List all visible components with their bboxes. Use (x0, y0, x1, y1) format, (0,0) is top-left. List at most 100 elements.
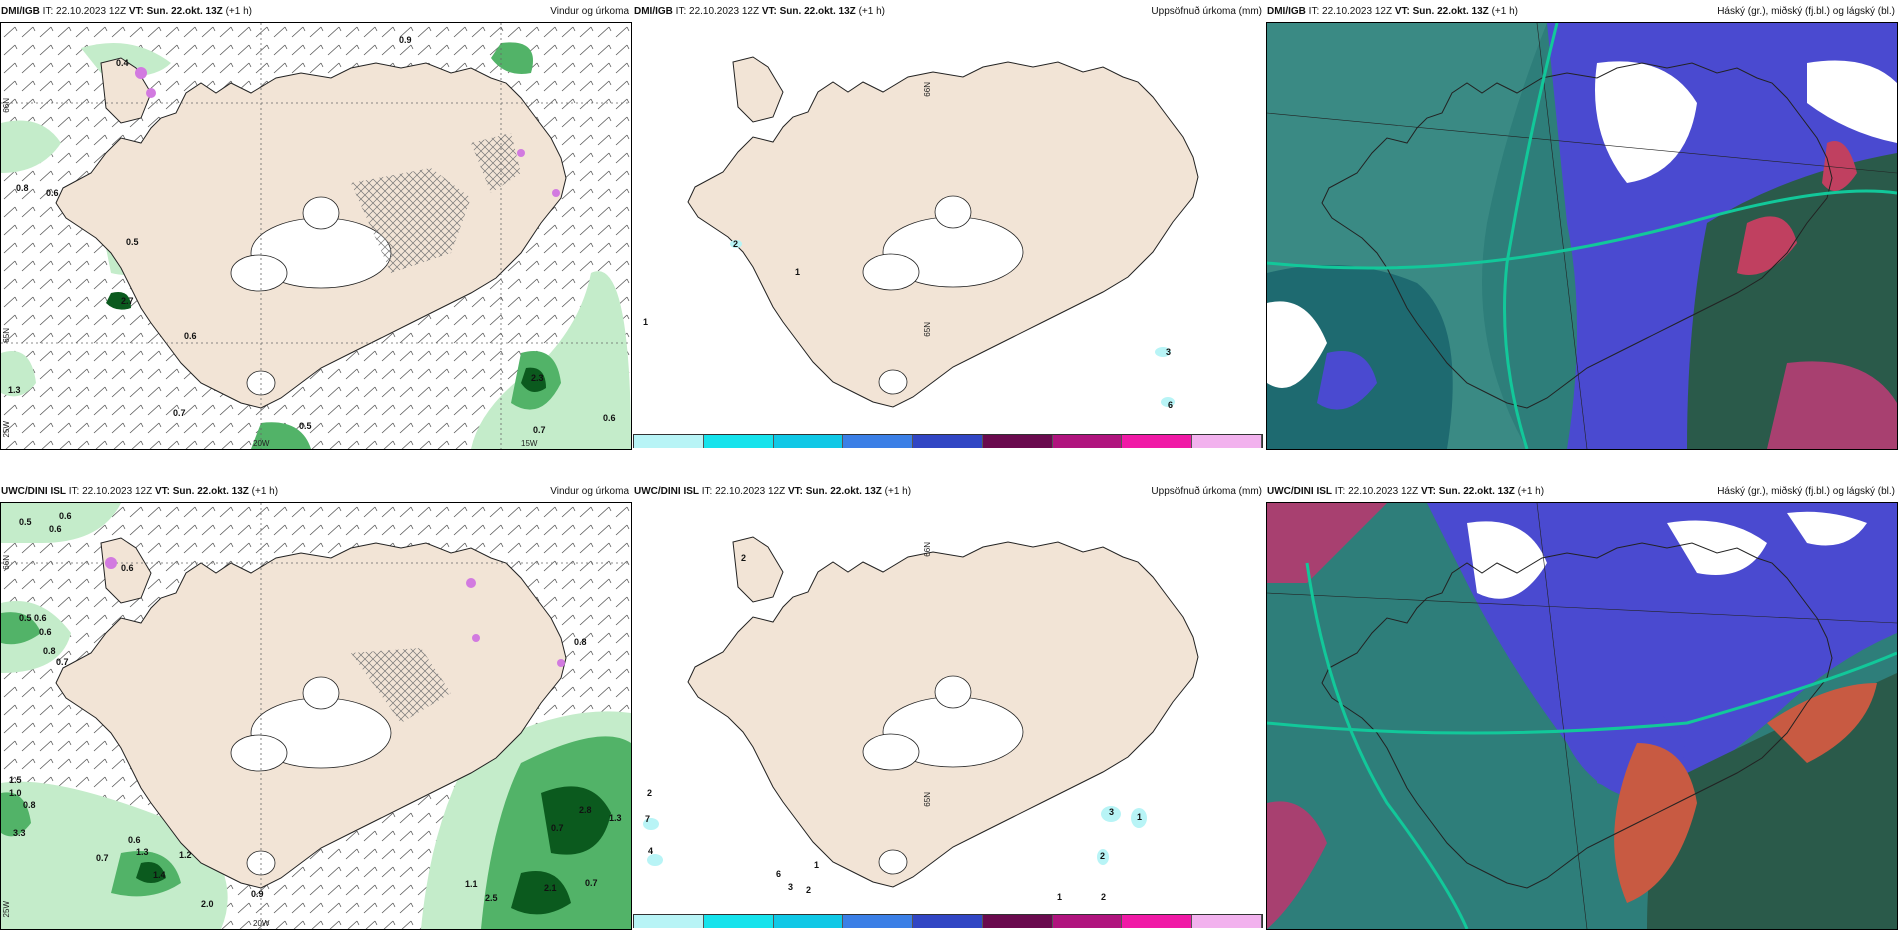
precip-value: 6 (1168, 400, 1174, 410)
precip-value: 2.0 (201, 899, 214, 909)
map-area[interactable]: 0.9 0.4 0.8 0.6 0.5 2.7 0.6 1.3 0.7 0.5 … (0, 22, 632, 450)
precip-value: 1.3 (609, 813, 622, 823)
map-area[interactable] (1266, 22, 1898, 450)
precip-value: 0.6 (184, 331, 197, 341)
map-area[interactable]: 2 1 1 3 6 66N 65N 1 10 25 50 75 100 150 … (633, 22, 1263, 448)
precip-value: 0.6 (121, 563, 134, 573)
colorbar-segment (1122, 915, 1193, 928)
colorbar-segment (1192, 915, 1263, 928)
colorbar (633, 434, 1263, 448)
panel-header: UWC/DINI ISL IT: 22.10.2023 12Z VT: Sun.… (0, 480, 632, 502)
precip-value: 1.4 (153, 870, 166, 880)
colorbar-segment (843, 915, 914, 928)
colorbar-segment (1122, 435, 1193, 448)
lat-label: 65N (923, 792, 932, 807)
precip-value: 0.4 (116, 58, 129, 68)
precip-value: 2 (806, 885, 812, 895)
precip-value: 0.8 (43, 646, 56, 656)
precip-value: 2 (1101, 892, 1107, 902)
colorbar-segment (982, 435, 1053, 448)
init-time: IT: 22.10.2023 12Z (675, 6, 760, 17)
map-area[interactable]: 0.5 0.6 0.6 0.6 0.5 0.6 0.6 0.8 0.7 0.8 … (0, 502, 632, 930)
panel-header: DMI/IGB IT: 22.10.2023 12Z VT: Sun. 22.o… (0, 0, 632, 22)
product-title: Uppsöfnuð úrkoma (mm) (1151, 486, 1262, 497)
lat-label: 66N (2, 555, 11, 570)
product-title: Uppsöfnuð úrkoma (mm) (1151, 6, 1262, 17)
panel-header: DMI/IGB IT: 22.10.2023 12Z VT: Sun. 22.o… (1266, 0, 1898, 22)
precip-value: 0.6 (39, 627, 52, 637)
colorbar-segment (913, 915, 983, 928)
colorbar-segment (634, 435, 704, 448)
colorbar (633, 914, 1263, 928)
precip-value: 2.3 (531, 373, 544, 383)
model-name: DMI/IGB (634, 6, 673, 17)
precip-value: 2.5 (485, 893, 498, 903)
precip-value: 3.3 (13, 828, 26, 838)
precip-value: 0.9 (399, 35, 412, 45)
precip-value: 1.5 (9, 775, 22, 785)
panel-header: UWC/DINI ISL IT: 22.10.2023 12Z VT: Sun.… (1266, 480, 1898, 502)
precip-value: 1.3 (8, 385, 21, 395)
lead-time: (+1 h) (884, 486, 912, 497)
colorbar-segment (773, 435, 844, 448)
product-title: Háský (gr.), miðský (fj.bl.) og lágský (… (1717, 486, 1895, 497)
precip-value: 0.6 (46, 188, 59, 198)
init-time: IT: 22.10.2023 12Z (42, 6, 127, 17)
map-area[interactable] (1266, 502, 1898, 930)
colorbar-segment (703, 915, 774, 928)
cloud-map (1267, 23, 1897, 449)
panel-header: DMI/IGB IT: 22.10.2023 12Z VT: Sun. 22.o… (633, 0, 1265, 22)
panel-uwc-wind-precip: UWC/DINI ISL IT: 22.10.2023 12Z VT: Sun.… (0, 480, 632, 930)
lead-time: (+1 h) (251, 486, 279, 497)
precip-value: 3 (1109, 807, 1115, 817)
lon-label: 25W (2, 421, 11, 438)
init-time: IT: 22.10.2023 12Z (1308, 6, 1393, 17)
model-name: DMI/IGB (1267, 6, 1306, 17)
precip-value: 0.8 (16, 183, 29, 193)
lead-time: (+1 h) (1517, 486, 1545, 497)
colorbar-segment (982, 915, 1053, 928)
precip-value: 0.5 (126, 237, 139, 247)
valid-time: VT: Sun. 22.okt. 13Z (128, 6, 223, 17)
lat-label: 66N (923, 542, 932, 557)
precip-value: 2 (741, 553, 747, 563)
colorbar-segment (634, 915, 704, 928)
precip-value: 2 (1100, 851, 1106, 861)
precip-value: 1 (795, 267, 801, 277)
colorbar-segment (1192, 435, 1263, 448)
precip-value: 6 (776, 869, 782, 879)
lon-label: 15W (521, 439, 538, 448)
init-time: IT: 22.10.2023 12Z (1334, 486, 1419, 497)
precip-value: 0.5 (299, 421, 312, 431)
colorbar-segment (843, 435, 914, 448)
precip-value: 2 (733, 239, 739, 249)
precip-value: 0.7 (56, 657, 69, 667)
panel-uwc-clouds: UWC/DINI ISL IT: 22.10.2023 12Z VT: Sun.… (1266, 480, 1898, 930)
lat-label: 66N (2, 98, 11, 113)
precip-value: 1.0 (9, 788, 22, 798)
precip-value: 0.7 (533, 425, 546, 435)
precip-value: 0.9 (251, 889, 264, 899)
precip-value: 4 (648, 846, 654, 856)
precip-value: 0.7 (585, 878, 598, 888)
accum-precip-map (687, 56, 1199, 408)
model-name: UWC/DINI ISL (1267, 486, 1332, 497)
precip-value: 1.2 (179, 850, 192, 860)
lead-time: (+1 h) (1491, 6, 1518, 17)
precip-value: 0.6 (128, 835, 141, 845)
accum-precip-map (643, 536, 1199, 888)
valid-time: VT: Sun. 22.okt. 13Z (154, 486, 249, 497)
panel-dmi-wind-precip: DMI/IGB IT: 22.10.2023 12Z VT: Sun. 22.o… (0, 0, 632, 450)
precip-value: 0.8 (574, 637, 587, 647)
panel-header: UWC/DINI ISL IT: 22.10.2023 12Z VT: Sun.… (633, 480, 1265, 502)
product-title: Vindur og úrkoma (550, 6, 629, 17)
colorbar-segment (1052, 435, 1123, 448)
precip-value: 0.6 (59, 511, 72, 521)
lat-label: 65N (2, 328, 11, 343)
precip-value: 2 (647, 788, 653, 798)
precip-value: 0.6 (49, 524, 62, 534)
lead-time: (+1 h) (225, 6, 252, 17)
panel-dmi-clouds: DMI/IGB IT: 22.10.2023 12Z VT: Sun. 22.o… (1266, 0, 1898, 450)
map-area[interactable]: 2 2 7 4 6 1 3 2 3 1 2 1 2 66N 65N 1 10 2… (633, 502, 1263, 928)
precip-value: 0.7 (173, 408, 186, 418)
